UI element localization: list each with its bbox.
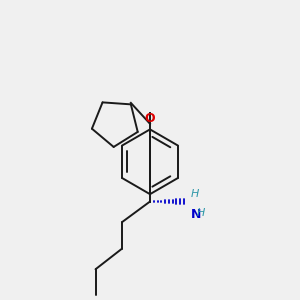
Text: H: H bbox=[190, 189, 199, 199]
Text: H: H bbox=[197, 208, 206, 218]
Text: N: N bbox=[190, 208, 201, 221]
Text: O: O bbox=[145, 112, 155, 125]
